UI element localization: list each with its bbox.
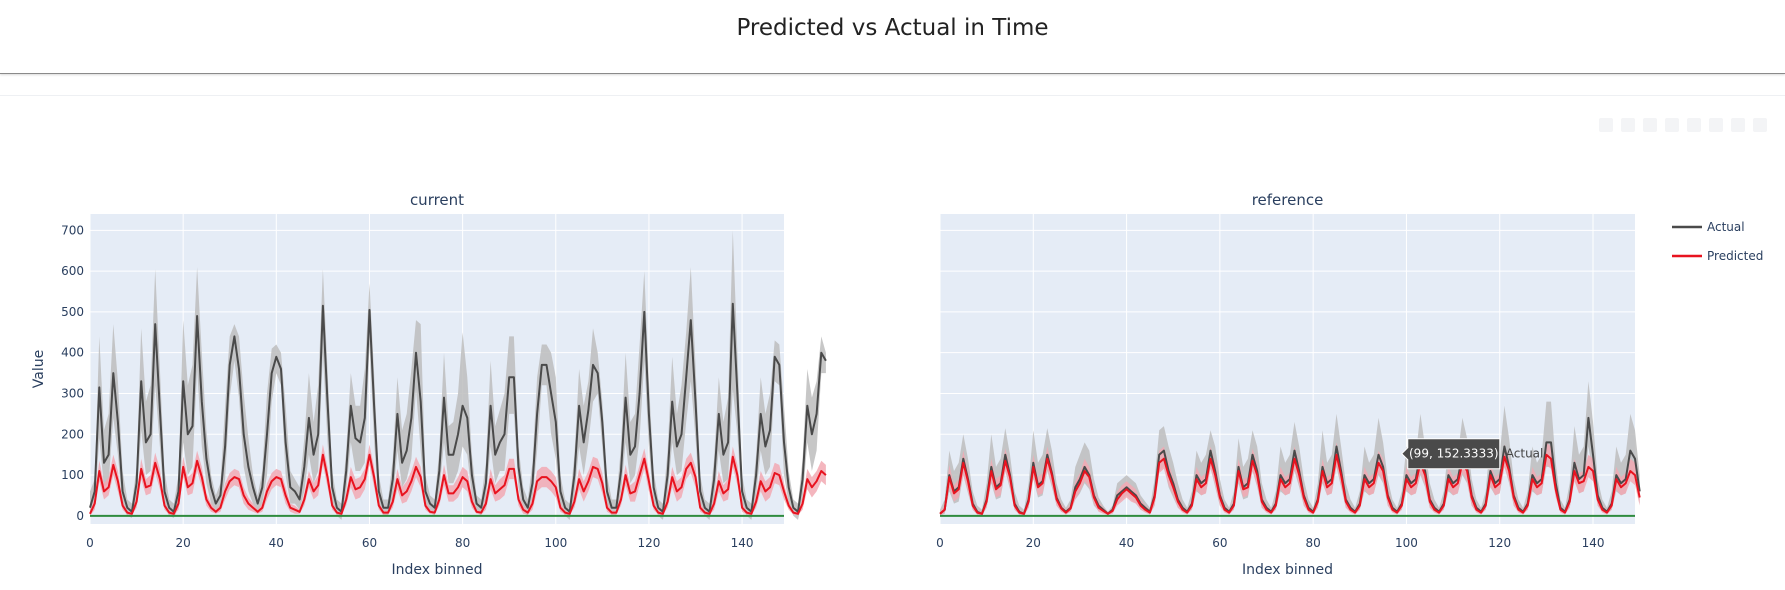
subplot-current: 0 20 40 60 80 100 120 140 0 100 200 300 400 500 600 700… [31, 191, 827, 578]
y-tick-label: 0 [76, 509, 84, 523]
legend-item-actual[interactable]: Actual [1672, 220, 1745, 234]
chart-modebar [1599, 118, 1767, 134]
tooltip-box [1401, 438, 1501, 470]
tooltip-series: Actual [1506, 447, 1544, 461]
x-tick-label: 60 [1212, 536, 1227, 550]
x-tick-label: 40 [1119, 536, 1134, 550]
legend-label: Predicted [1707, 249, 1763, 263]
x-tick-label: 140 [1582, 536, 1605, 550]
tooltip-value: (99, 152.3333) [1409, 447, 1499, 461]
subplot-title: reference [1252, 191, 1324, 209]
legend-label: Actual [1707, 220, 1745, 234]
hover-tooltip: (99, 152.3333) Actual [1401, 438, 1544, 470]
x-tick-label: 40 [269, 536, 284, 550]
y-tick-label: 400 [61, 346, 84, 360]
x-tick-label: 140 [731, 536, 754, 550]
pan-icon[interactable] [1643, 118, 1657, 132]
x-tick-label: 80 [1306, 536, 1321, 550]
predicted-series-line[interactable] [939, 453, 1641, 515]
predicted-band [90, 444, 826, 516]
x-tick-label: 100 [1395, 536, 1418, 550]
legend-item-predicted[interactable]: Predicted [1672, 249, 1763, 263]
y-tick-label: 200 [61, 427, 84, 441]
y-tick-label: 500 [61, 305, 84, 319]
y-axis-title: Value [31, 350, 47, 388]
x-tick-label: 20 [1026, 536, 1041, 550]
x-tick-label: 120 [637, 536, 660, 550]
page-header: Predicted vs Actual in Time [0, 0, 1785, 74]
x-tick-label: 100 [544, 536, 567, 550]
x-axis-title: Index binned [1242, 562, 1333, 578]
x-axis-title: Index binned [391, 562, 482, 578]
legend: Actual Predicted [1672, 220, 1763, 263]
x-tick-label: 0 [936, 536, 944, 550]
x-tick-label: 80 [455, 536, 470, 550]
x-tick-label: 20 [176, 536, 191, 550]
subplot-reference: 0 20 40 60 80 100 120 140 reference Index binned (… [936, 191, 1641, 578]
x-tick-label: 0 [86, 536, 94, 550]
x-tick-label: 120 [1488, 536, 1511, 550]
page-title: Predicted vs Actual in Time [736, 15, 1049, 41]
autoscale-icon[interactable] [1709, 118, 1723, 132]
camera-icon[interactable] [1599, 118, 1613, 132]
x-tick-label: 60 [362, 536, 377, 550]
plotly-logo-icon[interactable] [1753, 118, 1767, 132]
y-tick-label: 300 [61, 386, 84, 400]
y-tick-label: 100 [61, 468, 84, 482]
section-divider [0, 95, 1785, 96]
zoom-in-icon[interactable] [1665, 118, 1679, 132]
subplot-title: current [410, 191, 464, 209]
y-tick-label: 700 [61, 223, 84, 237]
predicted-series-line[interactable] [89, 453, 827, 515]
actual-series-line[interactable] [89, 302, 827, 513]
zoom-out-icon[interactable] [1687, 118, 1701, 132]
reset-axes-icon[interactable] [1731, 118, 1745, 132]
y-tick-label: 600 [61, 264, 84, 278]
zoom-icon[interactable] [1621, 118, 1635, 132]
